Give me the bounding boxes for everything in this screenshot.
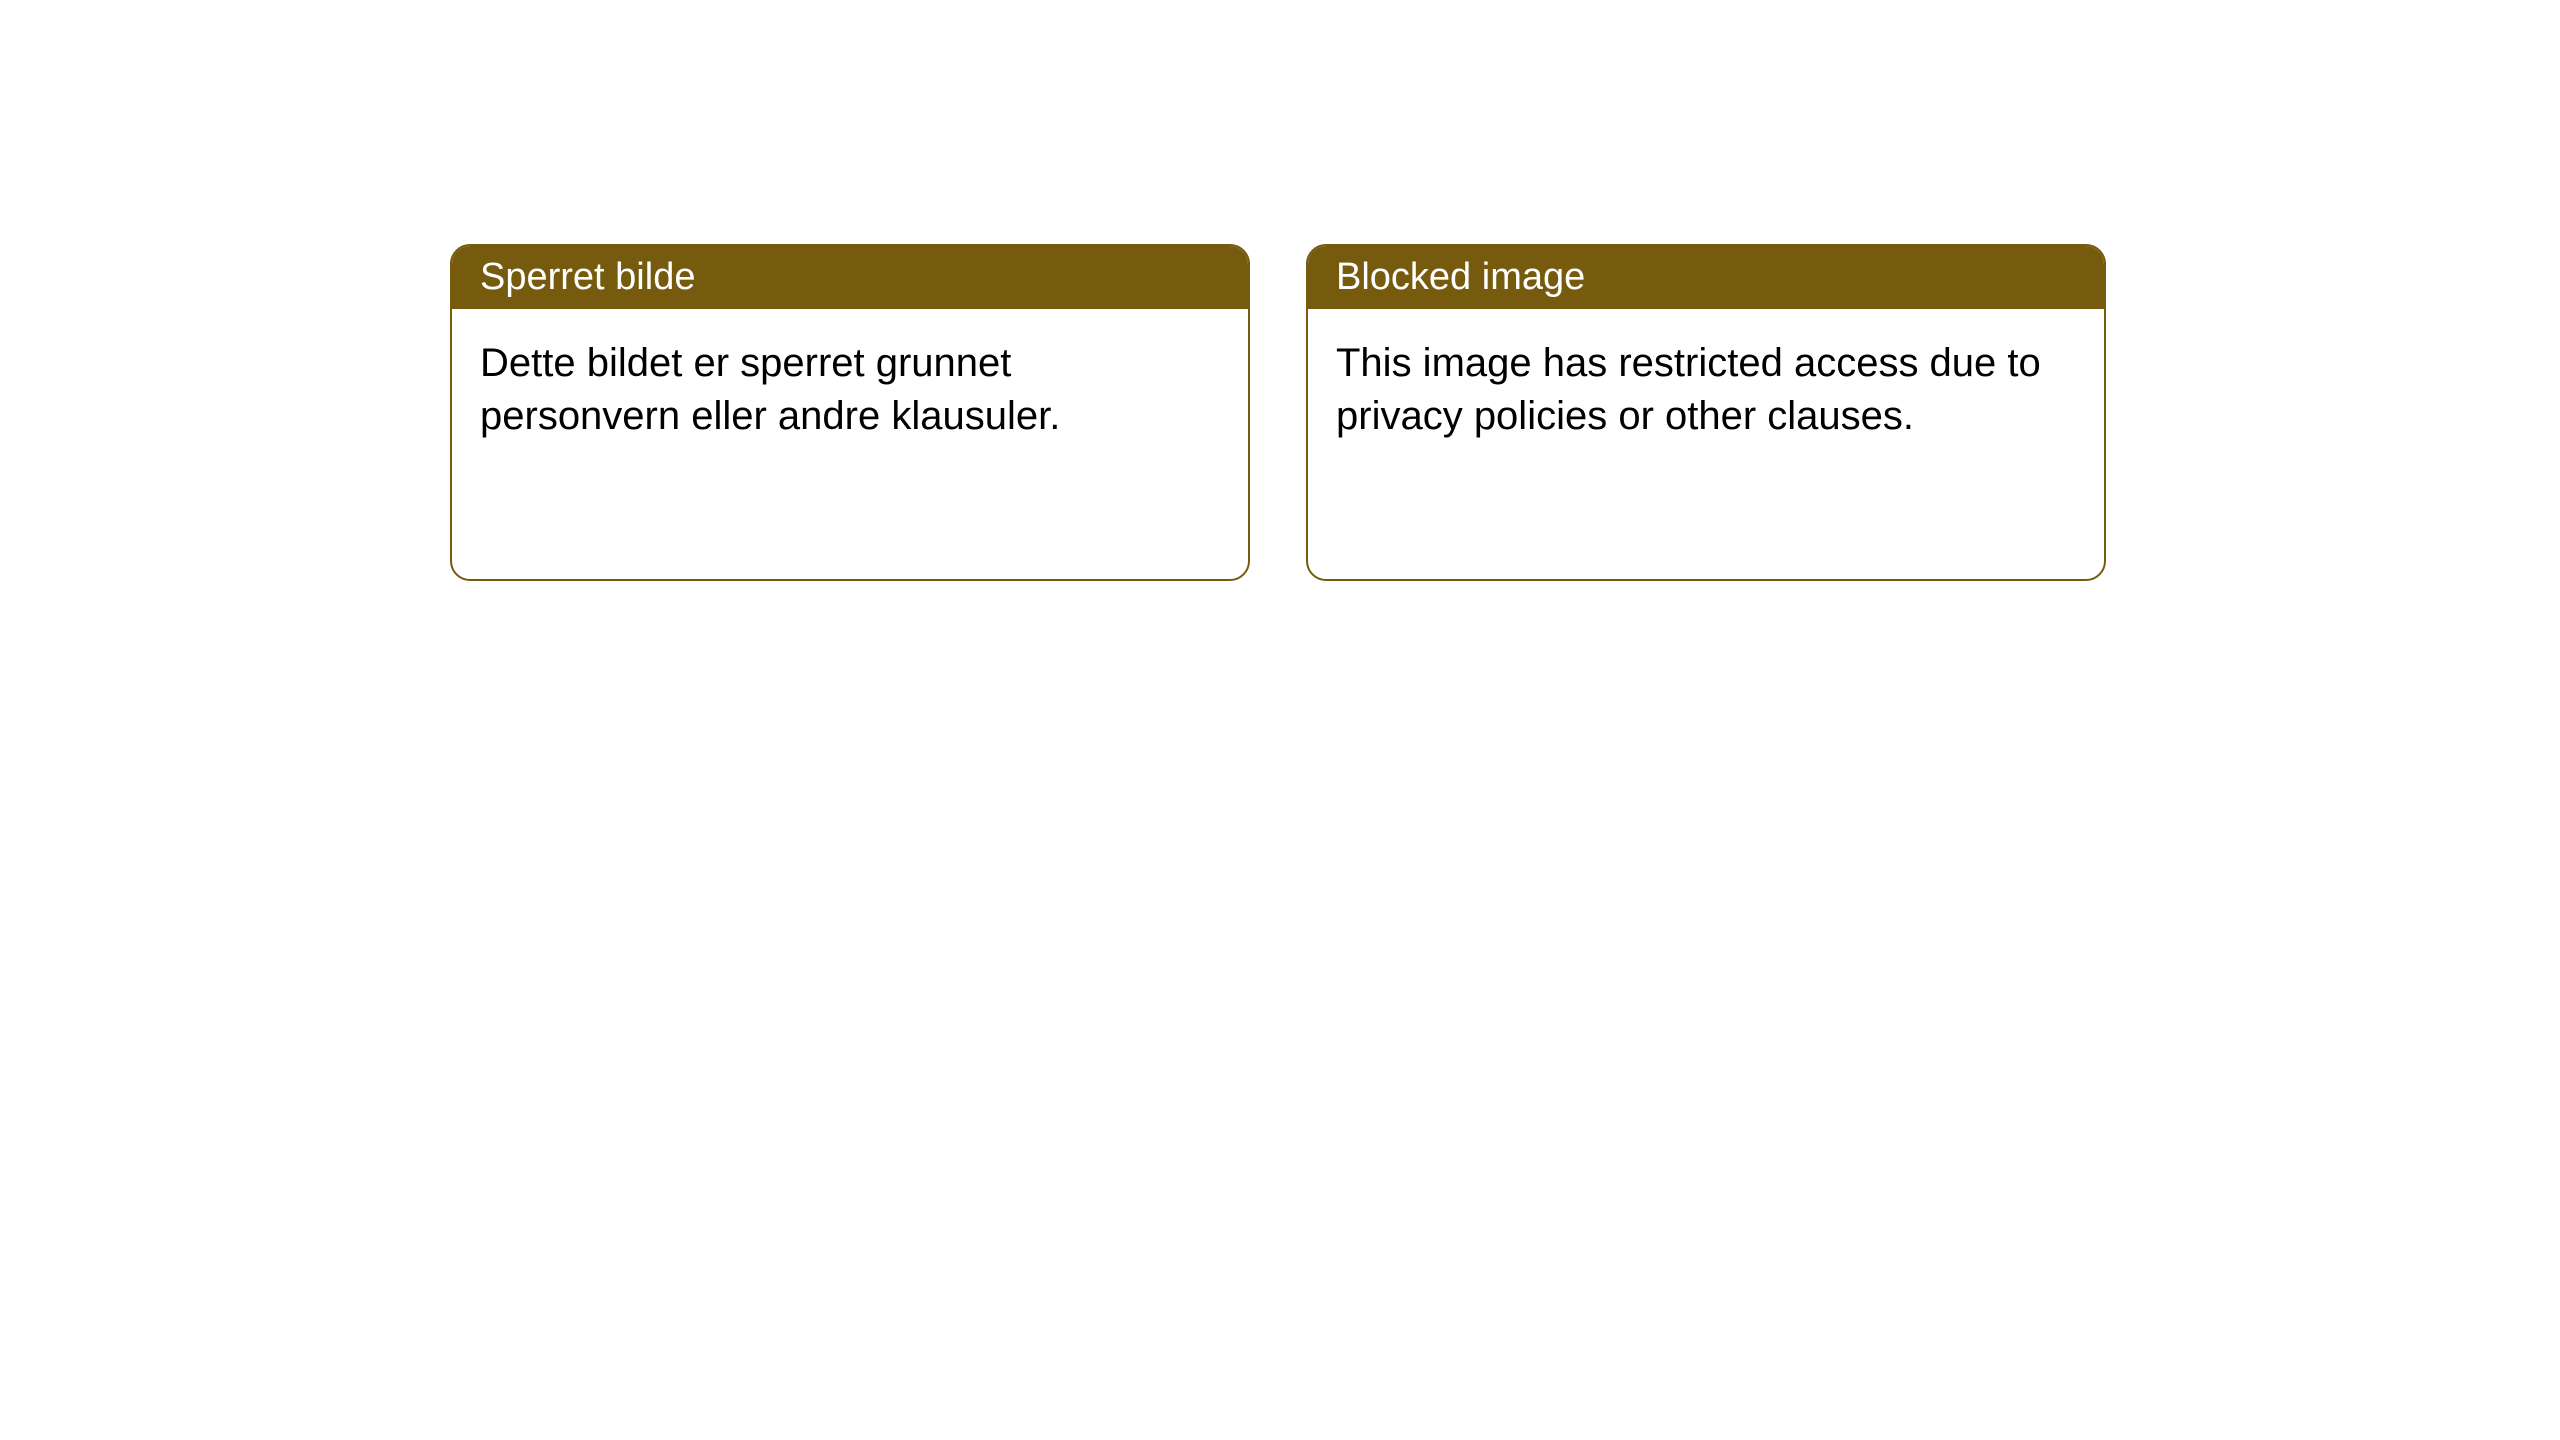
card-body: Dette bildet er sperret grunnet personve… <box>452 309 1248 579</box>
card-header: Sperret bilde <box>452 246 1248 309</box>
card-title: Blocked image <box>1336 256 1585 298</box>
card-body: This image has restricted access due to … <box>1308 309 2104 579</box>
card-body-text: This image has restricted access due to … <box>1336 341 2041 438</box>
card-title: Sperret bilde <box>480 256 695 298</box>
notice-card-row: Sperret bilde Dette bildet er sperret gr… <box>450 244 2106 581</box>
blocked-image-card-no: Sperret bilde Dette bildet er sperret gr… <box>450 244 1250 581</box>
card-body-text: Dette bildet er sperret grunnet personve… <box>480 341 1060 438</box>
card-header: Blocked image <box>1308 246 2104 309</box>
blocked-image-card-en: Blocked image This image has restricted … <box>1306 244 2106 581</box>
